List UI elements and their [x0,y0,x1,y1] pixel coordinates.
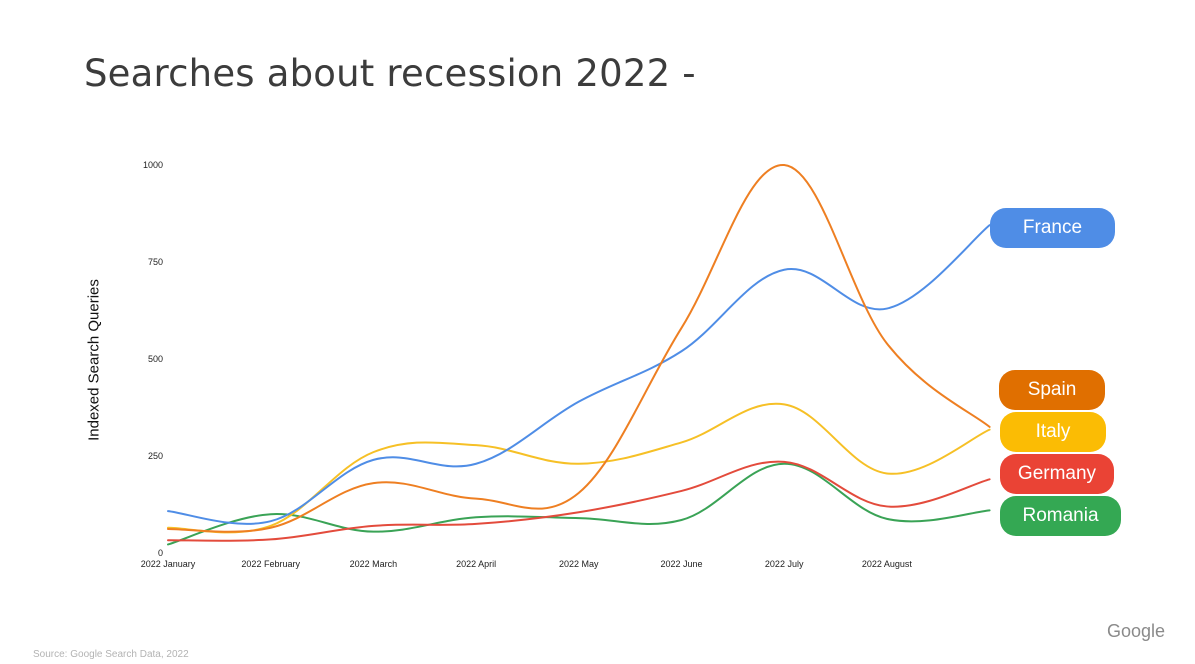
legend-item-romania: Romania [1000,496,1121,536]
x-tick-label: 2022 July [765,559,804,569]
legend-item-spain: Spain [999,370,1105,410]
series-line-france [167,224,991,525]
x-tick-label: 2022 February [241,559,300,569]
legend-item-italy: Italy [1000,412,1106,452]
x-tick-label: 2022 January [141,559,196,569]
x-tick-label: 2022 June [660,559,702,569]
x-tick-label: 2022 May [559,559,599,569]
y-tick-label: 0 [158,548,163,558]
series-line-romania [167,462,991,546]
legend-item-france: France [990,208,1115,248]
x-tick-label: 2022 March [350,559,398,569]
legend-item-germany: Germany [1000,454,1114,494]
x-tick-labels: 2022 January 2022 February 2022 March 2022 … [141,559,913,569]
y-tick-labels: 0 250 500 750 1000 [143,160,163,558]
google-logo: Google [1107,621,1166,641]
series-line-germany [167,460,991,542]
y-tick-label: 750 [148,257,163,267]
source-note: Source: Google Search Data, 2022 [33,649,189,660]
slide-title: Searches about recession 2022 - [84,52,696,95]
x-tick-label: 2022 August [862,559,913,569]
series-lines [167,163,991,546]
y-tick-label: 500 [148,354,163,364]
series-line-spain [167,163,991,533]
y-tick-label: 1000 [143,160,163,170]
x-tick-label: 2022 April [456,559,496,569]
y-tick-label: 250 [148,451,163,461]
